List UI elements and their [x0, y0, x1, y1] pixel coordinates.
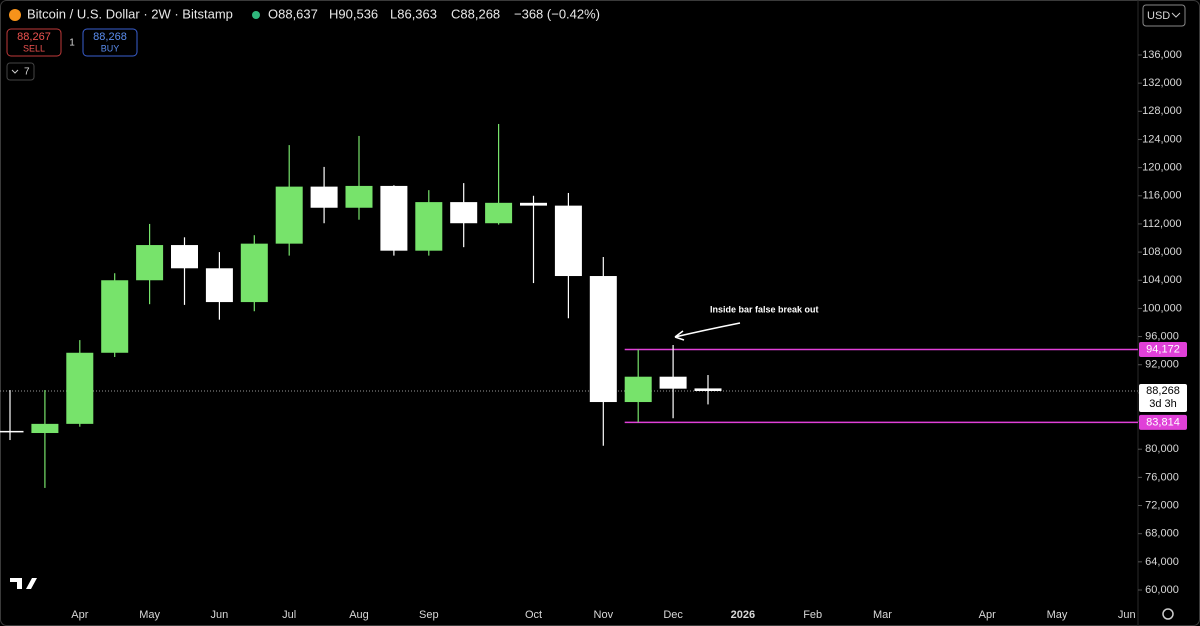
candle-body [624, 376, 652, 403]
market-status [252, 11, 260, 19]
symbol: Bitcoin / U.S. Dollar · 2W · Bitstamp [27, 6, 233, 21]
y-tick-label: 112,000 [1143, 218, 1182, 230]
candle-body [520, 202, 547, 206]
x-tick-label: Nov [594, 609, 614, 621]
candle-body [66, 352, 94, 424]
y-tick-label: 100,000 [1142, 302, 1182, 314]
x-tick-label: Apr [979, 609, 996, 621]
price-line-label-box [1139, 414, 1187, 430]
candle-body [415, 202, 443, 251]
y-tick-label: 132,000 [1142, 77, 1182, 89]
y-tick-label: 64,000 [1145, 556, 1179, 568]
candle-body [310, 186, 338, 208]
candle-body [485, 202, 513, 224]
y-tick-label: 136,000 [1142, 49, 1182, 61]
candle-body [0, 430, 24, 433]
currency[interactable]: USD [1147, 10, 1170, 22]
x-tick-label: Jun [211, 609, 229, 621]
x-tick-label: Apr [71, 609, 88, 621]
change: −368 (−0.42%) [514, 6, 600, 21]
y-tick-label: 124,000 [1142, 133, 1182, 145]
indicator-chevron [11, 69, 19, 74]
symbol-icon [9, 9, 21, 21]
y-tick-label: 68,000 [1145, 528, 1179, 540]
y-tick-label: 76,000 [1145, 471, 1179, 483]
x-tick-label: May [139, 609, 160, 621]
y-tick-label: 60,000 [1145, 584, 1179, 596]
sell-button[interactable] [6, 28, 62, 57]
x-tick-label: Mar [873, 609, 892, 621]
x-tick-label: Oct [525, 609, 542, 621]
candle-body [345, 185, 373, 208]
y-tick-label: 116,000 [1143, 190, 1182, 202]
indicator-toggle[interactable] [6, 62, 35, 81]
y-tick-label: 80,000 [1145, 443, 1179, 455]
logo [10, 578, 37, 589]
x-tick-label: Dec [663, 609, 683, 621]
buy-price[interactable]: 88,268 [93, 31, 127, 43]
candle-body [554, 205, 582, 277]
candle-body [380, 185, 408, 251]
candle-body [694, 388, 722, 392]
ohlc-open: O88,637 [268, 6, 318, 21]
candle-body [101, 280, 129, 353]
last-price-label: 88,268 [1146, 385, 1180, 397]
candle-body [136, 245, 164, 281]
sell-price[interactable]: 88,267 [17, 31, 51, 43]
currency-chevron [1171, 12, 1181, 18]
candle-body [31, 423, 59, 434]
countdown: 3d 3h [1149, 398, 1177, 410]
x-tick-label: Sep [419, 609, 439, 621]
y-tick-label: 104,000 [1142, 274, 1182, 286]
ohlc-high: H90,536 [329, 6, 378, 21]
y-tick-label: 96,000 [1145, 330, 1179, 342]
ohlc-close: C88,268 [451, 6, 500, 21]
y-tick-label: 92,000 [1145, 359, 1179, 371]
y-tick-label: 128,000 [1142, 105, 1182, 117]
candle-body [659, 376, 687, 389]
y-tick-label: 108,000 [1142, 246, 1182, 258]
x-tick-label: Jul [282, 609, 296, 621]
y-tick-label: 120,000 [1142, 162, 1182, 174]
last-price-box [1139, 384, 1187, 413]
candle-body [450, 202, 478, 224]
candle-body [171, 245, 198, 269]
price-line-label: 83,814 [1146, 416, 1180, 428]
price-line-label: 94,172 [1146, 343, 1180, 355]
sell-label[interactable]: SELL [23, 43, 45, 53]
x-tick-label: 2026 [731, 609, 755, 621]
y-tick-label: 72,000 [1145, 499, 1179, 511]
ohlc-low: L86,363 [390, 6, 437, 21]
quantity: 1 [69, 38, 75, 49]
candle-body [205, 268, 233, 303]
candle-body [589, 276, 617, 403]
indicator-count[interactable]: 7 [24, 67, 30, 78]
settings[interactable] [1162, 608, 1174, 620]
currency-select[interactable] [1142, 4, 1186, 27]
price-line-label-box [1139, 341, 1187, 357]
x-tick-label: Feb [803, 609, 822, 621]
annotation: Inside bar false break out [710, 304, 819, 314]
buy-button[interactable] [82, 28, 138, 57]
candle-body [240, 243, 268, 303]
x-tick-label: Aug [349, 609, 369, 621]
annotation-arrow [674, 322, 741, 341]
x-tick-label: Jun [1118, 609, 1136, 621]
x-tick-label: May [1047, 609, 1068, 621]
buy-label[interactable]: BUY [101, 43, 120, 53]
candle-body [275, 186, 303, 244]
